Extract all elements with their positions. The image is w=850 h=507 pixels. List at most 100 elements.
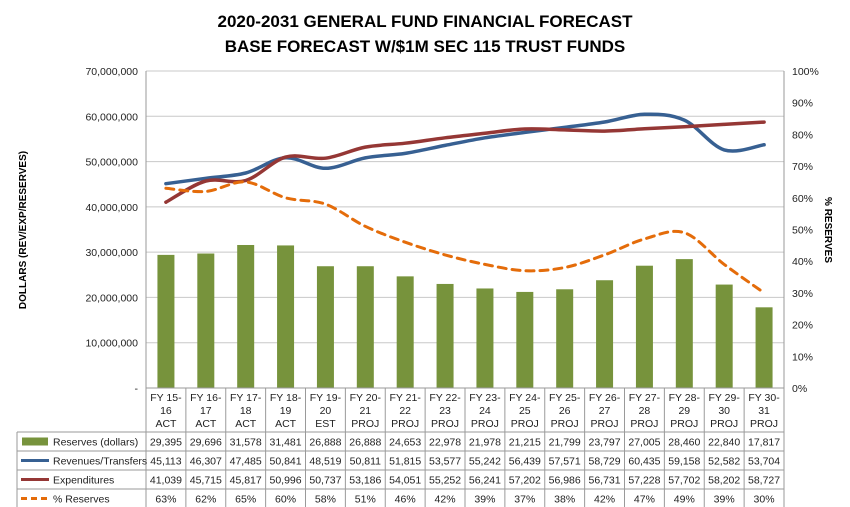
legend-label: Expenditures — [53, 475, 114, 487]
table-cell: 28,460 — [668, 437, 700, 449]
y2-tick-label: 90% — [792, 98, 813, 110]
table-cell: 21,978 — [469, 437, 501, 449]
table-cell: 50,841 — [270, 456, 302, 468]
table-cell: 54,051 — [389, 475, 421, 487]
category-label: FY 29- — [709, 392, 741, 404]
category-label: 25 — [519, 405, 531, 417]
table-cell: 49% — [674, 494, 695, 506]
table-cell: 21,215 — [509, 437, 541, 449]
category-label: FY 22- — [429, 392, 461, 404]
category-label: 18 — [240, 405, 252, 417]
legend-label: Revenues/Transfers — [53, 456, 147, 468]
y2-tick-label: 30% — [792, 288, 813, 300]
reserve-bar — [715, 284, 733, 388]
category-label: FY 30- — [748, 392, 780, 404]
table-cell: 22,978 — [429, 437, 461, 449]
category-label: ACT — [155, 418, 177, 430]
table-cell: 51% — [355, 494, 376, 506]
table-cell: 52,582 — [708, 456, 740, 468]
y2-tick-label: 60% — [792, 193, 813, 205]
category-label: FY 18- — [270, 392, 302, 404]
category-label: ACT — [235, 418, 257, 430]
y-tick-label: 60,000,000 — [85, 111, 138, 123]
category-label: FY 20- — [350, 392, 382, 404]
table-cell: 37% — [514, 494, 535, 506]
table-cell: 38% — [554, 494, 575, 506]
legend-label: % Reserves — [53, 494, 110, 506]
category-label: FY 24- — [509, 392, 541, 404]
table-cell: 30% — [754, 494, 775, 506]
series-lines — [164, 112, 766, 295]
table-cell: 46% — [395, 494, 416, 506]
table-cell: 26,888 — [309, 437, 341, 449]
category-label: PROJ — [511, 418, 539, 430]
table-cell: 24,653 — [389, 437, 421, 449]
y2-tick-label: 50% — [792, 225, 813, 237]
category-label: 20 — [320, 405, 332, 417]
table-cell: 53,186 — [349, 475, 381, 487]
category-label: PROJ — [351, 418, 379, 430]
category-label: ACT — [275, 418, 297, 430]
table-cell: 57,571 — [549, 456, 581, 468]
table-cell: 58,202 — [708, 475, 740, 487]
reserve-bar — [436, 283, 454, 388]
table-cell: 56,439 — [509, 456, 541, 468]
table-cell: 56,986 — [549, 475, 581, 487]
table-cell: 60,435 — [628, 456, 660, 468]
category-label: FY 21- — [390, 392, 422, 404]
table-cell: 31,578 — [230, 437, 262, 449]
category-label: FY 26- — [589, 392, 621, 404]
table-cell: 31,481 — [270, 437, 302, 449]
table-cell: 41,039 — [150, 475, 182, 487]
reserves-line — [164, 180, 766, 295]
y-tick-label: 70,000,000 — [85, 66, 138, 78]
category-label: 17 — [200, 405, 212, 417]
category-label: 27 — [599, 405, 611, 417]
category-label: PROJ — [431, 418, 459, 430]
category-label: FY 15- — [150, 392, 182, 404]
category-label: 23 — [439, 405, 451, 417]
table-cell: 48,519 — [309, 456, 341, 468]
table-cell: 22,840 — [708, 437, 740, 449]
table-cell: 56,731 — [589, 475, 621, 487]
table-cell: 21,799 — [549, 437, 581, 449]
table-cell: 53,704 — [748, 456, 780, 468]
legend-label: Reserves (dollars) — [53, 437, 138, 449]
y-axis-ticks: - 10,000,000 20,000,000 30,000,000 40,000,00… — [85, 66, 138, 395]
table-cell: 58% — [315, 494, 336, 506]
y2-tick-label: 40% — [792, 256, 813, 268]
table-cell: 55,242 — [469, 456, 501, 468]
table-cell: 60% — [275, 494, 296, 506]
table-cell: 59,158 — [668, 456, 700, 468]
table-cell: 42% — [594, 494, 615, 506]
y-tick-label: 20,000,000 — [85, 292, 138, 304]
reserve-bar — [635, 265, 653, 388]
table-cell: 47,485 — [230, 456, 262, 468]
category-label: 30 — [718, 405, 730, 417]
category-label: FY 19- — [310, 392, 342, 404]
table-cell: 17,817 — [748, 437, 780, 449]
table-cell: 39% — [714, 494, 735, 506]
category-label: PROJ — [630, 418, 658, 430]
reserve-bar — [157, 254, 175, 388]
y-tick-label: 40,000,000 — [85, 202, 138, 214]
y2-axis-title: % RESERVES — [822, 197, 833, 263]
category-label: 24 — [479, 405, 491, 417]
reserve-bar — [755, 307, 773, 388]
reserve-bar — [596, 280, 614, 388]
category-label: 26 — [559, 405, 571, 417]
category-label: ACT — [195, 418, 217, 430]
y2-tick-label: 20% — [792, 320, 813, 332]
table-cell: 58,729 — [589, 456, 621, 468]
table-cell: 47% — [634, 494, 655, 506]
table-cell: 57,228 — [628, 475, 660, 487]
expenditures-line — [164, 120, 766, 204]
reserve-bar — [277, 245, 295, 388]
category-label: PROJ — [710, 418, 738, 430]
category-label: FY 28- — [669, 392, 701, 404]
category-label: 28 — [639, 405, 651, 417]
reserve-bars — [157, 244, 773, 388]
reserve-bar — [197, 253, 215, 388]
category-label: PROJ — [670, 418, 698, 430]
